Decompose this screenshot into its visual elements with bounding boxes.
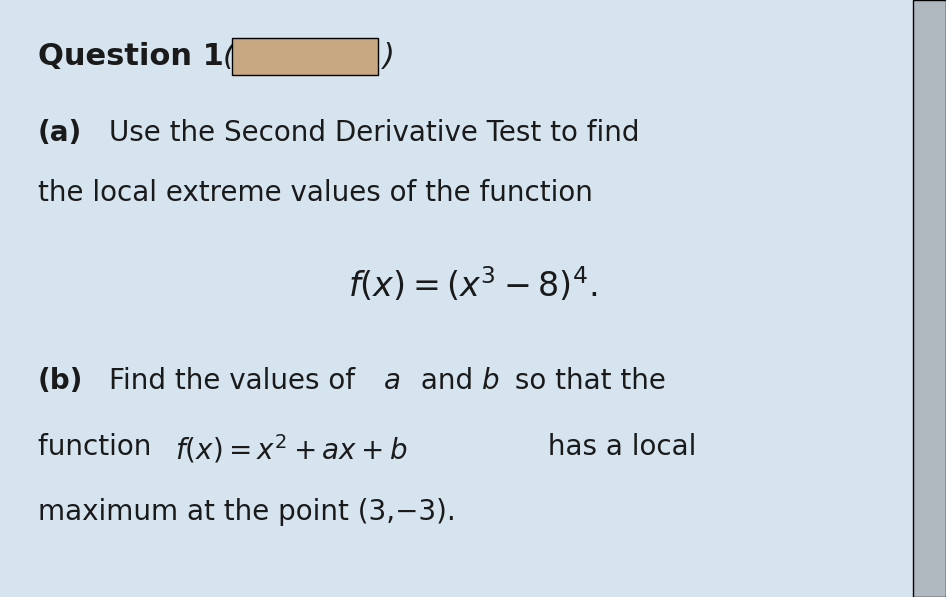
Text: ): ) — [383, 42, 395, 71]
Text: the local extreme values of the function: the local extreme values of the function — [38, 179, 593, 207]
FancyBboxPatch shape — [232, 38, 378, 75]
Text: maximum at the point (3,−3).: maximum at the point (3,−3). — [38, 498, 456, 527]
Text: (b): (b) — [38, 367, 83, 395]
Text: so that the: so that the — [506, 367, 666, 395]
Text: $f(x) = (x^3 - 8)^4.$: $f(x) = (x^3 - 8)^4.$ — [348, 266, 598, 304]
Text: Use the Second Derivative Test to find: Use the Second Derivative Test to find — [109, 119, 639, 147]
Text: (a): (a) — [38, 119, 82, 147]
Text: $a$: $a$ — [383, 367, 400, 395]
Text: has a local: has a local — [539, 433, 696, 461]
Text: Question 1: Question 1 — [38, 42, 223, 71]
Text: and: and — [412, 367, 482, 395]
Text: $f(x) = x^2 + ax + b$: $f(x) = x^2 + ax + b$ — [175, 433, 408, 466]
Text: $b$: $b$ — [481, 367, 499, 395]
Text: (: ( — [222, 42, 235, 71]
Text: function: function — [38, 433, 160, 461]
Text: Find the values of: Find the values of — [109, 367, 363, 395]
FancyBboxPatch shape — [913, 0, 946, 597]
